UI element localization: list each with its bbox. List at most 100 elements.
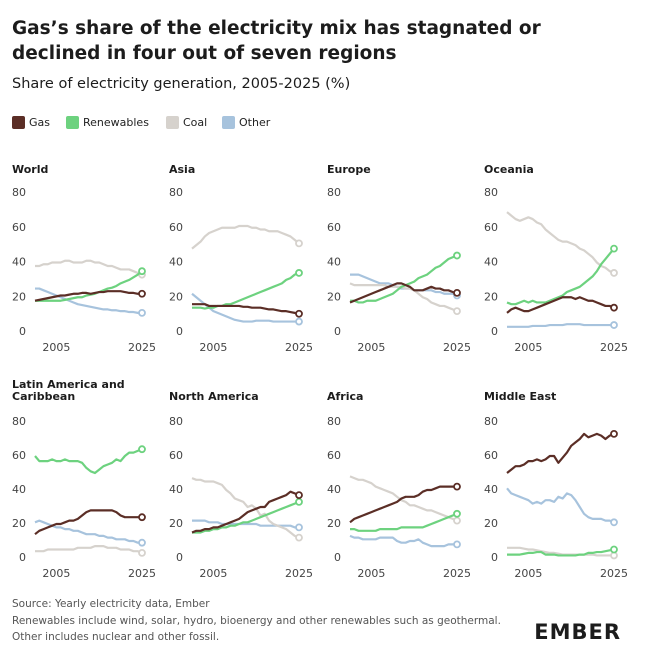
panel-title: Asia [169, 163, 196, 176]
series-line [350, 512, 458, 532]
y-tick-label: 80 [12, 415, 26, 428]
series-line [34, 448, 143, 475]
y-tick-label: 0 [19, 551, 26, 564]
y-tick-label: 0 [19, 325, 26, 338]
panel-title: Middle East [484, 390, 557, 403]
x-tick-label: 2025 [285, 567, 313, 580]
y-tick-label: 20 [169, 290, 183, 303]
y-tick-label: 60 [12, 449, 26, 462]
x-tick-label: 2025 [443, 341, 471, 354]
series-line [506, 432, 615, 474]
end-marker [610, 244, 618, 253]
series-line [350, 254, 458, 304]
x-tick-label: 2005 [199, 341, 227, 354]
end-marker [138, 289, 146, 298]
series-line [35, 287, 142, 314]
end-marker [453, 307, 461, 316]
y-tick-label: 80 [484, 186, 498, 199]
legend-swatch [166, 116, 179, 129]
y-tick-label: 40 [327, 483, 341, 496]
y-tick-label: 60 [327, 221, 341, 234]
y-tick-label: 0 [176, 551, 183, 564]
title: Gas’s share of the electricity mix has s… [12, 18, 541, 64]
end-marker [138, 445, 146, 454]
series-line [192, 271, 300, 310]
series-line [349, 485, 457, 524]
y-tick-label: 40 [12, 483, 26, 496]
series-line [192, 303, 300, 315]
series-line [191, 477, 300, 539]
end-marker [138, 513, 146, 522]
series-line [349, 282, 458, 313]
y-tick-label: 80 [169, 415, 183, 428]
end-marker [295, 309, 303, 318]
y-tick-label: 20 [484, 517, 498, 530]
end-marker [453, 509, 461, 518]
series-line [191, 490, 300, 534]
y-tick-label: 60 [12, 221, 26, 234]
series-line [349, 282, 458, 304]
series-line [507, 323, 614, 328]
y-tick-label: 0 [334, 551, 341, 564]
x-tick-label: 2005 [357, 567, 385, 580]
y-tick-label: 0 [176, 325, 183, 338]
series-line [192, 519, 299, 529]
x-tick-label: 2005 [42, 341, 70, 354]
series-line [34, 290, 142, 302]
y-tick-label: 80 [327, 415, 341, 428]
x-tick-label: 2025 [600, 567, 628, 580]
y-tick-label: 20 [327, 290, 341, 303]
y-tick-label: 0 [334, 325, 341, 338]
x-tick-label: 2025 [128, 567, 156, 580]
y-tick-label: 60 [327, 449, 341, 462]
end-marker [453, 482, 461, 491]
panel-title: Oceania [484, 163, 534, 176]
end-marker [610, 269, 618, 277]
panel-title: World [12, 163, 49, 176]
x-tick-label: 2025 [600, 341, 628, 354]
series-line [507, 546, 614, 557]
series-line [349, 534, 457, 548]
legend-swatch [12, 116, 25, 129]
end-marker [453, 540, 461, 549]
end-marker [610, 321, 618, 329]
series-line [506, 247, 615, 306]
legend-label: Other [239, 116, 271, 129]
series-line [35, 259, 143, 276]
legend-swatch [66, 116, 79, 129]
end-marker [138, 538, 146, 547]
y-tick-label: 40 [169, 256, 183, 269]
end-marker [453, 289, 461, 297]
x-tick-label: 2005 [199, 567, 227, 580]
y-tick-label: 40 [484, 483, 498, 496]
end-marker [610, 429, 618, 438]
series-line [34, 519, 142, 544]
end-marker [138, 549, 146, 557]
y-tick-label: 40 [12, 256, 26, 269]
end-marker [295, 239, 303, 248]
series-line [35, 545, 143, 554]
y-tick-label: 0 [491, 551, 498, 564]
y-tick-label: 40 [169, 483, 183, 496]
x-tick-label: 2005 [514, 341, 542, 354]
series-line [192, 500, 300, 534]
x-tick-label: 2005 [357, 341, 385, 354]
series-line [506, 487, 615, 524]
panel-title: Europe [327, 163, 371, 176]
end-marker [610, 545, 618, 554]
x-tick-label: 2025 [443, 567, 471, 580]
series-line [506, 296, 615, 314]
legend-label: Coal [183, 116, 207, 129]
end-marker [453, 251, 461, 260]
y-tick-label: 80 [484, 415, 498, 428]
y-tick-label: 20 [12, 290, 26, 303]
x-tick-label: 2025 [285, 341, 313, 354]
subtitle: Share of electricity generation, 2005-20… [12, 76, 351, 92]
panel-title: North America [169, 390, 259, 403]
source-note: Source: Yearly electricity data, Ember [12, 598, 210, 610]
definition-note: Renewables include wind, solar, hydro, b… [12, 615, 501, 643]
end-marker [138, 267, 146, 276]
y-tick-label: 20 [169, 517, 183, 530]
